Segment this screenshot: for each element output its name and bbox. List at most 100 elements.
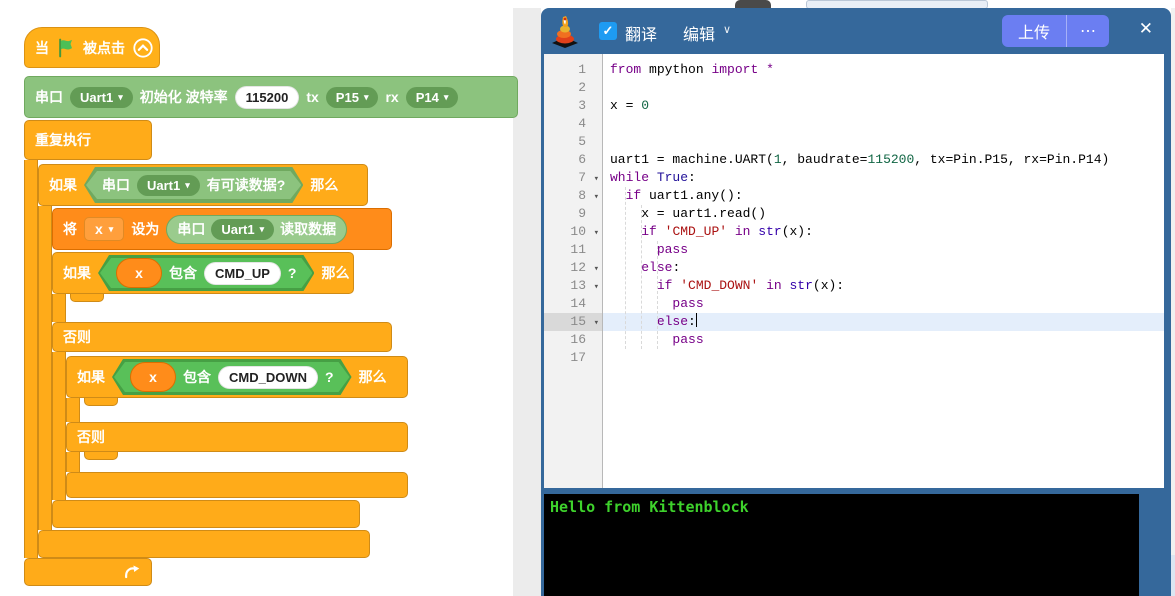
code-line[interactable]	[603, 115, 1164, 133]
set-variable-block[interactable]: 将 x ▾ 设为 串口 Uart1 ▾ 读取数据	[52, 208, 392, 250]
contains-down-condition[interactable]: x 包含 CMD_DOWN ?	[112, 359, 352, 395]
close-button[interactable]: ✕	[1138, 19, 1153, 38]
page-background-right	[1171, 8, 1175, 555]
else-label: 否则	[77, 429, 105, 445]
fold-arrow-icon[interactable]: ▾	[593, 318, 599, 328]
baudrate-input[interactable]: 115200	[234, 85, 300, 109]
uart-value: Uart1	[80, 89, 114, 105]
fold-arrow-icon[interactable]: ▾	[593, 282, 599, 292]
code-line[interactable]: x = 0	[610, 98, 650, 113]
code-line[interactable]: if uart1.any():	[625, 188, 743, 203]
when-label: 当	[35, 39, 49, 56]
gutter-line-number: 5	[578, 134, 586, 149]
code-line[interactable]	[603, 79, 1164, 97]
code-line[interactable]: x = uart1.read()	[610, 206, 767, 221]
contains-value-input[interactable]: CMD_DOWN	[218, 366, 318, 389]
empty-slot-notch	[84, 398, 118, 406]
if-serial-readable-top[interactable]: 如果 串口 Uart1 ▾ 有可读数据? 那么	[38, 164, 368, 206]
fold-arrow-icon[interactable]: ▾	[593, 228, 599, 238]
edit-menu[interactable]: 编辑	[683, 27, 716, 44]
code-line[interactable]: if 'CMD_DOWN' in str(x):	[656, 278, 845, 293]
tx-pin-dropdown[interactable]: P15 ▾	[325, 86, 379, 108]
dropdown-caret-icon: ▾	[259, 223, 265, 234]
tx-pin-value: P15	[335, 89, 359, 105]
code-line[interactable]: if 'CMD_UP' in str(x):	[641, 224, 813, 239]
upload-button-group: 上传 ⋯	[1001, 15, 1109, 47]
forever-block-bottom[interactable]	[24, 558, 152, 586]
if-contains-up-bottom[interactable]	[52, 500, 360, 528]
when-flag-clicked-block[interactable]: 当 被点击	[24, 27, 160, 68]
rx-pin-value: P14	[415, 89, 439, 105]
gutter-line-number: 13 ▾	[544, 277, 602, 295]
gutter-line-number: 3	[578, 98, 586, 113]
clicked-label: 被点击	[83, 39, 125, 56]
gutter-line-number: 10 ▾	[544, 223, 602, 241]
indent-guide	[657, 241, 658, 349]
then-label: 那么	[310, 177, 339, 193]
dropdown-caret-icon: ▾	[185, 179, 190, 190]
gutter-line-number: 11	[570, 242, 586, 257]
code-line[interactable]: while True:	[610, 170, 696, 185]
upload-button[interactable]: 上传	[1017, 25, 1050, 42]
uart-dropdown[interactable]: Uart1 ▾	[211, 218, 275, 240]
dropdown-caret-icon: ▾	[118, 91, 123, 102]
if-contains-up-else[interactable]: 否则	[52, 322, 392, 352]
uart-dropdown[interactable]: Uart1 ▾	[70, 86, 133, 108]
fold-arrow-icon[interactable]: ▾	[593, 264, 599, 274]
gutter-line-number: 15 ▾	[544, 313, 602, 331]
forever-block-top[interactable]: 重复执行	[24, 120, 152, 160]
more-options-button[interactable]: ⋯	[1080, 23, 1096, 40]
dropdown-caret-icon: ▾	[108, 223, 114, 234]
if-label: 如果	[63, 265, 91, 281]
to-label: 设为	[131, 221, 160, 237]
fold-arrow-icon[interactable]: ▾	[593, 192, 599, 202]
serial-label: 串口	[35, 89, 63, 105]
rx-pin-dropdown[interactable]: P14 ▾	[405, 86, 459, 108]
contains-label: 包含	[183, 369, 211, 385]
contains-up-condition[interactable]: x 包含 CMD_UP ?	[98, 255, 314, 291]
variable-dropdown[interactable]: x ▾	[84, 217, 125, 241]
collapse-code-icon[interactable]	[132, 37, 154, 59]
dropdown-caret-icon: ▾	[363, 91, 369, 102]
if-contains-down-arm	[66, 398, 80, 422]
editor-gutter[interactable]: 1 2 3 4 5 6 7 ▾ 8 ▾ 9 10 ▾ 11 12 ▾ 13 ▾ 14 15 ▾ 16 17	[544, 54, 603, 488]
tx-label: tx	[306, 89, 319, 105]
code-editor[interactable]: 1 2 3 4 5 6 7 ▾ 8 ▾ 9 10 ▾ 11 12 ▾ 13 ▾ 14 15 ▾ 16 17 from mpy…	[544, 54, 1164, 488]
uart-dropdown[interactable]: Uart1 ▾	[137, 175, 200, 196]
serial-readable-condition[interactable]: 串口 Uart1 ▾ 有可读数据?	[84, 167, 303, 203]
green-flag-icon	[56, 38, 76, 58]
translate-checkbox[interactable]: ✓	[599, 22, 617, 40]
rx-label: rx	[385, 89, 399, 105]
code-line[interactable]: pass	[656, 242, 689, 257]
serial-read-reporter[interactable]: 串口 Uart1 ▾ 读取数据	[166, 214, 348, 244]
if-contains-up-top[interactable]: 如果 x 包含 CMD_UP ? 那么	[52, 252, 354, 294]
code-line[interactable]: pass	[672, 296, 704, 311]
code-line[interactable]: else:	[603, 313, 1164, 331]
if-contains-down-else[interactable]: 否则	[66, 422, 408, 452]
variable-name: x	[135, 265, 143, 281]
panel-header[interactable]: ✓ 翻译 编辑 ∨ 上传 ⋯ ✕	[541, 8, 1171, 54]
sprite-thumbnail-edge	[735, 0, 771, 8]
check-icon: ✓	[602, 23, 614, 38]
if-contains-down-bottom[interactable]	[66, 472, 408, 498]
dropdown-caret-icon: ▾	[443, 91, 449, 102]
if-serial-readable-bottom[interactable]	[38, 530, 370, 558]
code-line[interactable]	[603, 349, 1164, 367]
gutter-line-number: 14	[570, 296, 586, 311]
serial-label: 串口	[102, 177, 130, 193]
code-line[interactable]: from mpython import *	[610, 62, 774, 77]
code-line[interactable]: pass	[672, 332, 704, 347]
terminal-console[interactable]: Hello from Kittenblock	[544, 494, 1139, 596]
gutter-line-number: 16	[570, 332, 586, 347]
fold-arrow-icon[interactable]: ▾	[593, 174, 599, 184]
code-line[interactable]	[603, 133, 1164, 151]
variable-x-reporter[interactable]: x	[116, 258, 162, 288]
chevron-down-icon: ∨	[723, 24, 732, 36]
code-line[interactable]: uart1 = machine.UART(1, baudrate=115200,…	[610, 152, 1110, 167]
contains-value-input[interactable]: CMD_UP	[204, 262, 281, 285]
indent-guide	[625, 187, 626, 349]
code-line[interactable]: else:	[641, 260, 681, 275]
serial-init-block[interactable]: 串口 Uart1 ▾ 初始化 波特率 115200 tx P15 ▾ rx P1…	[24, 76, 518, 118]
variable-x-reporter[interactable]: x	[130, 362, 176, 392]
if-contains-down-top[interactable]: 如果 x 包含 CMD_DOWN ? 那么	[66, 356, 408, 398]
